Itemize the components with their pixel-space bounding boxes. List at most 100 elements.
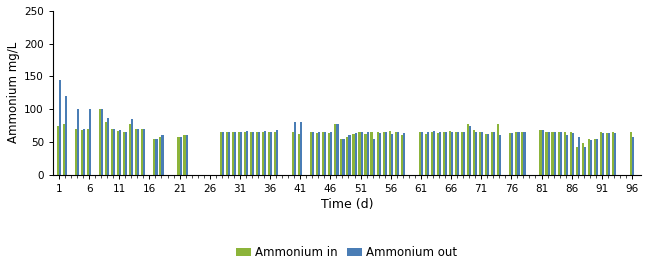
Bar: [270, 132, 272, 175]
Bar: [511, 133, 513, 175]
Bar: [479, 132, 481, 175]
Bar: [467, 124, 469, 175]
Bar: [246, 131, 248, 175]
Bar: [322, 132, 325, 175]
Bar: [113, 129, 115, 175]
Bar: [575, 147, 578, 175]
Bar: [117, 131, 119, 175]
Bar: [606, 133, 608, 175]
Bar: [256, 132, 258, 175]
Bar: [316, 133, 318, 175]
Bar: [77, 108, 79, 175]
Bar: [298, 134, 300, 175]
Bar: [517, 132, 520, 175]
Bar: [179, 137, 181, 175]
Bar: [329, 133, 330, 175]
Bar: [570, 132, 572, 175]
Bar: [485, 134, 487, 175]
Bar: [340, 139, 342, 175]
Bar: [608, 133, 610, 175]
Bar: [226, 132, 228, 175]
Bar: [451, 132, 453, 175]
Bar: [276, 130, 278, 175]
Bar: [65, 96, 67, 175]
Bar: [469, 126, 471, 175]
Bar: [493, 132, 495, 175]
Bar: [222, 132, 224, 175]
Bar: [83, 129, 85, 175]
Bar: [385, 132, 387, 175]
Bar: [101, 109, 103, 175]
Bar: [582, 143, 584, 175]
Bar: [389, 131, 391, 175]
Bar: [129, 124, 132, 175]
Bar: [421, 132, 423, 175]
Bar: [539, 130, 542, 175]
Bar: [228, 132, 230, 175]
Bar: [274, 132, 276, 175]
Bar: [178, 137, 179, 175]
Bar: [154, 139, 156, 175]
Bar: [310, 132, 312, 175]
Bar: [89, 108, 91, 175]
Legend: Ammonium in, Ammonium out: Ammonium in, Ammonium out: [232, 241, 462, 257]
Bar: [455, 132, 457, 175]
Bar: [135, 129, 137, 175]
Bar: [566, 135, 568, 175]
Bar: [596, 139, 598, 175]
Bar: [491, 132, 493, 175]
Bar: [354, 133, 356, 175]
Bar: [431, 132, 433, 175]
Bar: [602, 133, 604, 175]
Bar: [548, 132, 550, 175]
Bar: [234, 132, 236, 175]
Bar: [232, 132, 234, 175]
Bar: [360, 132, 363, 175]
Bar: [584, 147, 586, 175]
Bar: [125, 132, 128, 175]
Bar: [300, 122, 303, 175]
Bar: [481, 132, 483, 175]
Bar: [443, 132, 445, 175]
Bar: [161, 135, 163, 175]
Bar: [427, 132, 429, 175]
Bar: [397, 132, 399, 175]
Bar: [500, 135, 502, 175]
Bar: [373, 139, 375, 175]
Bar: [330, 132, 332, 175]
Bar: [159, 137, 161, 175]
Bar: [252, 132, 254, 175]
Bar: [238, 132, 240, 175]
Bar: [588, 139, 590, 175]
Bar: [564, 132, 566, 175]
Bar: [347, 137, 349, 175]
Bar: [137, 129, 139, 175]
Bar: [183, 135, 185, 175]
Bar: [63, 124, 65, 175]
Bar: [524, 132, 526, 175]
Bar: [433, 131, 435, 175]
Bar: [551, 132, 553, 175]
Bar: [262, 132, 264, 175]
Bar: [594, 139, 596, 175]
Bar: [220, 132, 222, 175]
Bar: [336, 124, 338, 175]
Bar: [542, 130, 544, 175]
Bar: [342, 139, 345, 175]
Bar: [475, 132, 478, 175]
Bar: [325, 132, 327, 175]
Bar: [294, 122, 296, 175]
Bar: [367, 132, 369, 175]
Bar: [364, 134, 367, 175]
Bar: [376, 132, 378, 175]
Bar: [391, 134, 393, 175]
Bar: [419, 132, 421, 175]
Bar: [578, 137, 580, 175]
Bar: [334, 124, 336, 175]
Bar: [57, 126, 59, 175]
Bar: [560, 132, 562, 175]
Bar: [557, 132, 560, 175]
Bar: [132, 119, 133, 175]
Bar: [264, 131, 266, 175]
Bar: [349, 135, 351, 175]
